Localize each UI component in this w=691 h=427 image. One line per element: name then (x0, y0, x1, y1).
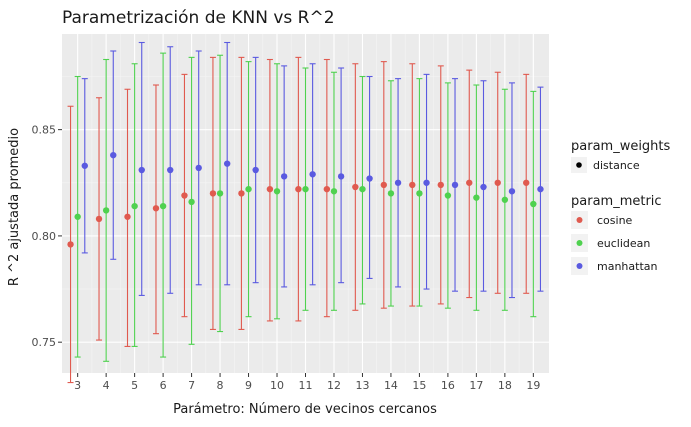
legend-title-weights: param_weights (571, 139, 671, 154)
series-cosine (67, 56, 530, 384)
data-point (131, 202, 138, 210)
x-tick-label: 6 (160, 379, 167, 392)
data-point (295, 185, 302, 193)
legend-swatch (576, 263, 583, 269)
data-point (223, 160, 231, 167)
x-tick-label: 13 (355, 379, 369, 392)
legend-label: distance (593, 159, 640, 172)
x-tick-label: 19 (526, 379, 540, 392)
data-point (209, 190, 217, 197)
data-point (195, 164, 202, 172)
data-point (67, 241, 74, 248)
chart-title: Parametrización de KNN vs R^2 (62, 8, 335, 28)
x-tick-label: 3 (74, 379, 81, 392)
x-tick-label: 11 (299, 379, 313, 392)
data-point (245, 185, 252, 193)
data-point (273, 188, 281, 195)
data-point (102, 207, 110, 214)
data-point (280, 173, 288, 180)
x-tick-label: 15 (412, 379, 426, 392)
data-point (188, 198, 195, 206)
x-tick-label: 16 (441, 379, 455, 392)
series-manhattan (81, 41, 544, 299)
y-axis-title: R ^2 ajustada promedio (7, 128, 22, 286)
x-tick-label: 12 (327, 379, 341, 392)
x-tick-label: 7 (188, 379, 195, 392)
x-axis-ticks: 3 4 5 6 7 8 9 10 11 12 13 14 15 16 17 18 19 (74, 373, 540, 392)
y-tick-label: 0.75 (32, 336, 57, 349)
data-point (437, 181, 444, 189)
legend-swatch (576, 240, 583, 246)
data-point (352, 183, 359, 191)
data-point (330, 188, 338, 195)
legend-swatch (576, 217, 583, 223)
x-axis-title: Parámetro: Número de vecinos cercanos (173, 402, 437, 417)
data-point (394, 179, 402, 186)
data-point (95, 215, 103, 223)
data-point (480, 183, 487, 191)
x-tick-label: 5 (131, 379, 138, 392)
legend-label: manhattan (597, 260, 658, 273)
data-point (159, 202, 167, 210)
data-point (494, 179, 501, 186)
x-tick-label: 8 (217, 379, 224, 392)
data-point (110, 151, 117, 159)
data-point (508, 188, 516, 195)
data-point (252, 166, 259, 174)
data-point (423, 179, 430, 186)
data-point (309, 171, 316, 178)
data-point (501, 196, 509, 203)
data-point (409, 181, 416, 189)
legend-weights-items: distance (571, 157, 640, 173)
data-point (323, 185, 331, 193)
legend-label: cosine (597, 214, 633, 227)
data-point (124, 213, 131, 220)
data-point (302, 185, 309, 193)
x-tick-label: 10 (270, 379, 284, 392)
data-point (387, 190, 395, 197)
data-point (138, 166, 145, 174)
x-tick-label: 17 (469, 379, 483, 392)
series-layer (67, 41, 544, 384)
x-tick-label: 9 (245, 379, 252, 392)
data-point (530, 200, 537, 208)
data-point (366, 175, 373, 182)
data-point (416, 190, 423, 197)
y-axis-ticks: 0.75 0.80 0.85 (32, 124, 62, 349)
data-point (238, 190, 245, 197)
data-point (216, 190, 224, 197)
data-point (167, 166, 174, 174)
data-point (537, 185, 544, 193)
legend-metric-items: cosine euclidean manhattan (571, 211, 658, 275)
data-point (181, 192, 188, 199)
y-tick-label: 0.85 (32, 124, 57, 137)
data-point (451, 181, 459, 189)
data-point (359, 185, 366, 193)
data-point (152, 205, 160, 212)
series-euclidean (74, 52, 537, 362)
legend-title-metric: param_metric (571, 194, 662, 209)
data-point (380, 181, 388, 189)
data-point (473, 194, 480, 201)
x-tick-label: 4 (103, 379, 110, 392)
legend-label: euclidean (597, 237, 650, 250)
data-point (444, 192, 452, 199)
data-point (337, 173, 345, 180)
data-point (81, 162, 88, 169)
data-point (74, 213, 81, 220)
x-tick-label: 18 (498, 379, 512, 392)
legend: param_weights distance param_metric cosi… (571, 139, 671, 275)
grid-minor (62, 34, 549, 373)
y-tick-label: 0.80 (32, 230, 57, 243)
data-point (523, 179, 530, 186)
data-point (266, 185, 274, 193)
data-point (466, 179, 473, 186)
legend-swatch (576, 162, 582, 168)
x-tick-label: 14 (384, 379, 398, 392)
